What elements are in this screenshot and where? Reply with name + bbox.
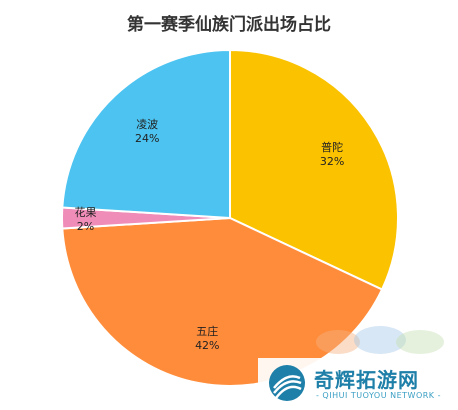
slice-label-1: 五庄 [196, 324, 218, 338]
slice-value-label-1: 42% [195, 339, 219, 352]
pie-slice-0 [229, 48, 399, 291]
slice-value-label-3: 24% [135, 132, 159, 145]
watermark-logo-icon [269, 365, 305, 401]
pie-slices [60, 48, 399, 387]
watermark-subtitle: - QIHUI TUOYOU NETWORK - [316, 391, 441, 400]
slice-label-3: 凌波 [136, 117, 158, 131]
pie-slice-3 [61, 48, 231, 220]
watermark-badge: 奇辉拓游网 - QIHUI TUOYOU NETWORK - [258, 358, 458, 410]
pie-slice-1 [61, 216, 384, 387]
slice-value-label-0: 32% [320, 155, 344, 168]
slice-label-2: 花果 [75, 206, 97, 219]
slice-value-label-2: 2% [77, 220, 94, 233]
slice-label-0: 普陀 [321, 140, 343, 154]
watermark-name: 奇辉拓游网 [314, 368, 419, 392]
chart-title: 第一赛季仙族门派出场占比 [127, 15, 331, 35]
watermark-decoration [316, 326, 444, 354]
